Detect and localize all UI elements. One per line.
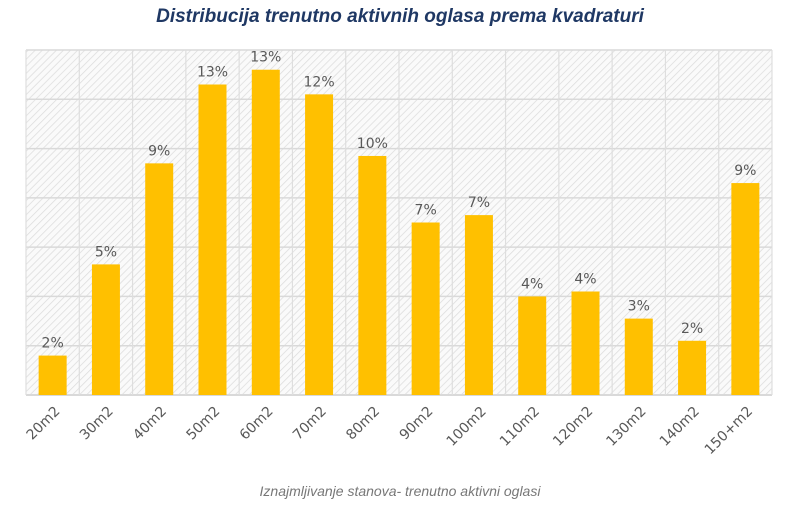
x-tick-label: 70m2 [290,404,330,444]
x-axis-label: Iznajmljivanje stanova- trenutno aktivni… [259,483,541,499]
x-tick-label: 150+m2 [702,404,756,458]
data-label: 13% [250,50,281,66]
bar-140m2 [678,340,707,395]
bar-80m2 [358,155,387,395]
bar-50m2 [198,84,227,395]
bar-70m2 [305,94,334,395]
x-tick-label: 80m2 [343,404,383,444]
x-tick-label: 90m2 [397,404,437,444]
bar-100m2 [464,215,493,395]
bar-40m2 [145,163,174,395]
bar-20m2 [38,355,67,395]
data-label: 4% [574,272,596,288]
x-tick-label: 120m2 [550,404,596,450]
x-tick-label: 40m2 [130,404,170,444]
bar-110m2 [518,296,547,395]
x-tick-label: 130m2 [603,404,649,450]
data-label: 3% [628,299,650,315]
x-tick-label: 100m2 [444,404,490,450]
data-label: 2% [42,336,64,352]
bar-30m2 [91,264,120,395]
data-label: 2% [681,321,703,337]
data-label: 4% [521,276,543,292]
data-label: 13% [197,65,228,81]
x-tick-label: 50m2 [183,404,223,444]
data-label: 7% [468,195,490,211]
chart-title: Distribucija trenutno aktivnih oglasa pr… [156,6,644,27]
bar-130m2 [624,318,653,395]
data-label: 7% [415,203,437,219]
x-tick-label: 60m2 [237,404,277,444]
bar-150+m2 [731,183,760,395]
x-tick-label: 30m2 [77,404,117,444]
x-tick-label: 20m2 [24,404,64,444]
data-label: 12% [304,74,335,90]
bar-120m2 [571,291,600,395]
data-label: 9% [148,143,170,159]
data-label: 5% [95,244,117,260]
x-tick-label: 110m2 [497,404,543,450]
data-label: 10% [357,136,388,152]
data-label: 9% [734,163,756,179]
bar-60m2 [251,69,280,395]
x-tick-label: 140m2 [657,404,703,450]
bar-90m2 [411,222,440,395]
